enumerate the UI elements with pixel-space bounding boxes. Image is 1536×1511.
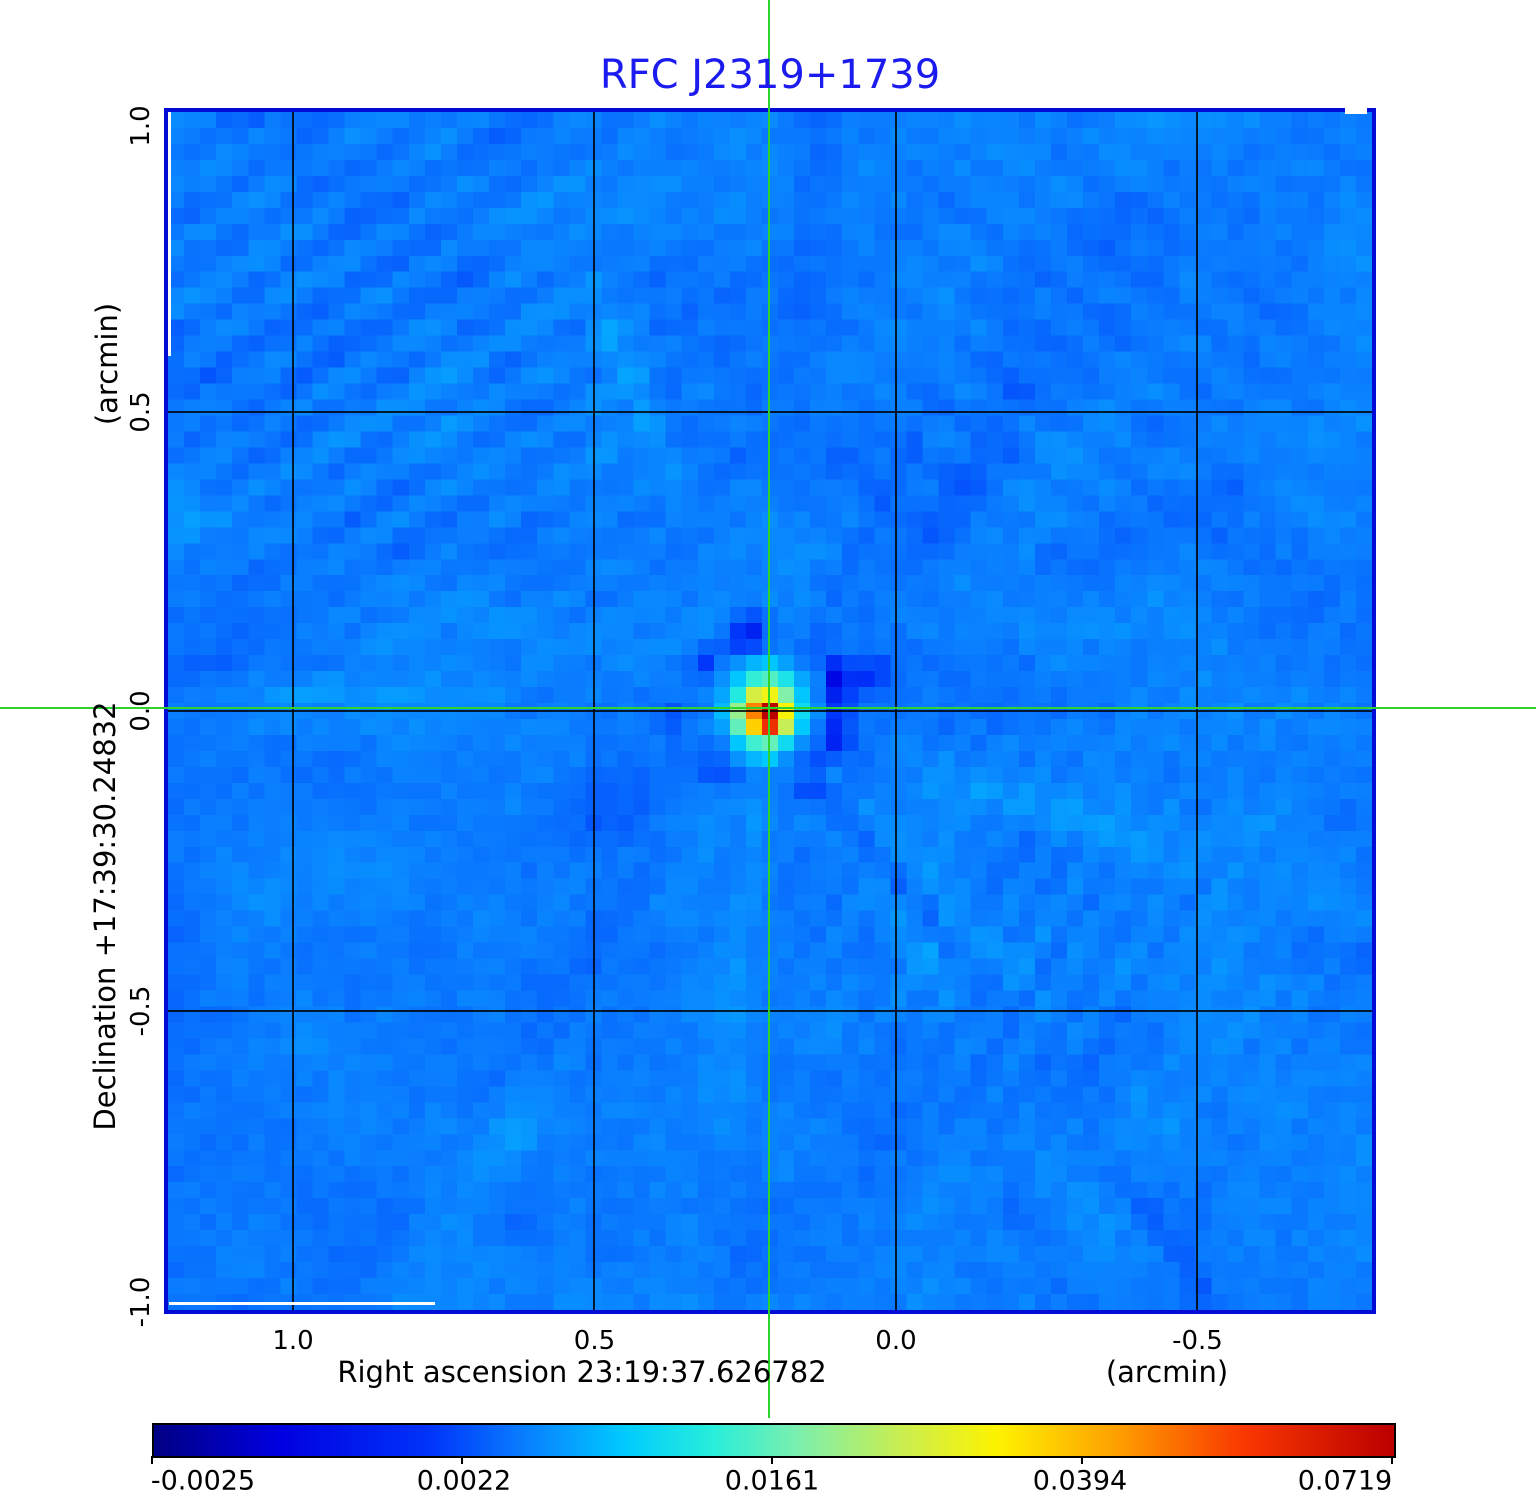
x-axis-label: Right ascension 23:19:37.626782 [337,1355,827,1389]
colorbar-tick-label: 0.0394 [1032,1465,1128,1497]
crosshair-horizontal-line [0,707,1536,709]
x-tick-label: 0.5 [573,1326,616,1356]
y-tick-label: 1.0 [126,105,156,147]
plot-title: RFC J2319+1739 [599,52,941,98]
x-tick-label: 0.0 [875,1326,917,1356]
colorbar-tick-label: -0.0025 [150,1465,256,1497]
colorbar-tick [771,1456,773,1464]
y-axis-label: Declination +17:39:30.24832 [88,701,122,1131]
y-tick-label: -0.5 [126,985,156,1036]
colorbar-tick-label: 0.0022 [416,1465,512,1497]
y-tick-label: 0.5 [126,390,156,433]
colorbar-tick [151,1456,153,1464]
colorbar-tick [461,1456,463,1464]
y-tick-label: 0.0 [126,690,156,732]
colorbar-tick-label: 0.0161 [724,1465,820,1497]
image-edge-artifact-left [168,112,171,356]
crosshair-vertical-line [768,0,771,1418]
image-edge-artifact-bottom [169,1302,435,1305]
x-tick-label: 1.0 [272,1326,314,1356]
x-axis-unit-label: (arcmin) [1105,1355,1229,1389]
image-edge-artifact-topright [1345,108,1367,114]
colorbar-tick [1391,1456,1393,1464]
y-axis-unit-label: (arcmin) [90,302,124,426]
colorbar-tick-label: 0.0719 [1297,1465,1393,1497]
colorbar[interactable] [152,1423,1396,1458]
y-tick-label: -1.0 [126,1276,156,1328]
x-tick-label: -0.5 [1172,1326,1223,1356]
colorbar-tick [1081,1456,1083,1464]
